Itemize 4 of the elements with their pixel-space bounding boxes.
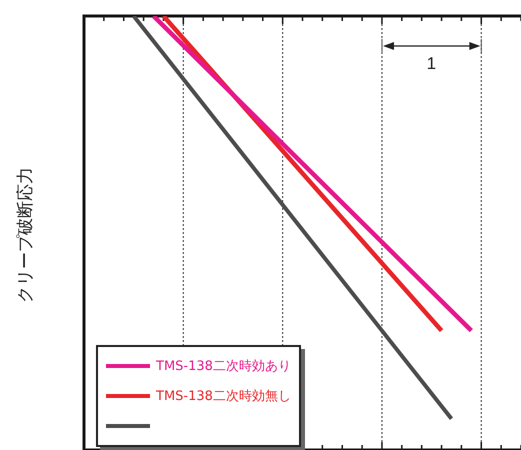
legend-label: TMS-138二次時効無し [156,388,291,405]
annotation: 1 [426,54,436,74]
y-axis-title: クリープ破断応力 [14,167,36,303]
legend-label: TMS-138二次時効あり [156,358,291,375]
